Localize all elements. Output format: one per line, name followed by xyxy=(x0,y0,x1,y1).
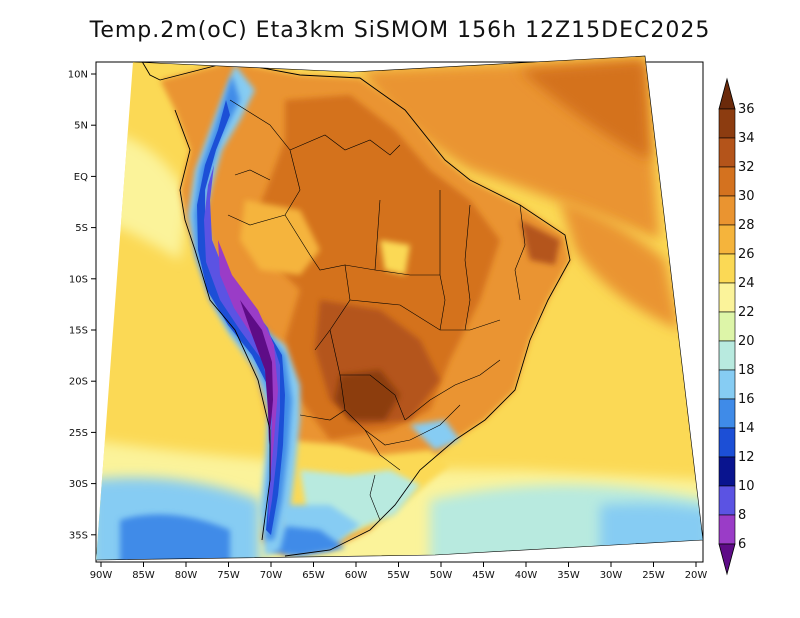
colorbar-segment xyxy=(718,427,736,458)
colorbar-segment xyxy=(718,340,736,371)
colorbar-segment xyxy=(718,514,736,545)
colorbar-segment xyxy=(718,485,736,516)
colorbar-segment xyxy=(718,137,736,168)
latitude-tick-label: 20S xyxy=(69,377,88,388)
longitude-tick-label: 80W xyxy=(175,570,198,581)
latitude-axis: 10N 5N EQ 5S 10S 15S 20S 25S 30S 35S xyxy=(68,70,96,541)
longitude-tick-label: 25W xyxy=(642,570,665,581)
coastlines xyxy=(139,57,571,557)
colorbar-segment xyxy=(718,224,736,255)
colorbar-label: 26 xyxy=(738,247,755,262)
colorbar-label: 18 xyxy=(738,363,755,378)
political-borders xyxy=(227,99,526,521)
colorbar-segment xyxy=(718,311,736,342)
colorbar: 36 34 32 30 28 26 24 22 20 18 16 14 12 10 8 6 xyxy=(718,77,755,576)
colorbar-label: 34 xyxy=(738,131,755,146)
colorbar-label: 16 xyxy=(738,392,755,407)
colorbar-label: 6 xyxy=(738,537,746,552)
colorbar-label: 12 xyxy=(738,450,755,465)
longitude-axis: 90W 85W 80W 75W 70W 65W 60W 55W 50W 45W 40W 35W 30W 2… xyxy=(90,562,708,581)
temperature-field xyxy=(96,56,703,560)
colorbar-label: 24 xyxy=(738,276,755,291)
colorbar-label: 20 xyxy=(738,334,755,349)
colorbar-label: 8 xyxy=(738,508,746,523)
colorbar-label: 30 xyxy=(738,189,755,204)
longitude-tick-label: 75W xyxy=(217,570,240,581)
colorbar-segment xyxy=(718,195,736,226)
latitude-tick-label: 30S xyxy=(69,479,88,490)
longitude-tick-label: 45W xyxy=(472,570,495,581)
colorbar-label: 10 xyxy=(738,479,755,494)
colorbar-label: 22 xyxy=(738,305,755,320)
colorbar-top-arrow-icon xyxy=(718,77,736,110)
latitude-tick-label: EQ xyxy=(74,172,88,183)
longitude-tick-label: 85W xyxy=(132,570,155,581)
colorbar-segment xyxy=(718,398,736,429)
colorbar-label: 14 xyxy=(738,421,755,436)
colorbar-label: 28 xyxy=(738,218,755,233)
colorbar-segment xyxy=(718,253,736,284)
latitude-tick-label: 5S xyxy=(75,223,88,234)
colorbar-segment xyxy=(718,282,736,313)
longitude-tick-label: 40W xyxy=(515,570,538,581)
colorbar-segment xyxy=(718,166,736,197)
latitude-tick-label: 25S xyxy=(69,428,88,439)
colorbar-segment xyxy=(718,108,736,139)
colorbar-segment xyxy=(718,369,736,400)
latitude-tick-label: 10S xyxy=(69,274,88,285)
longitude-tick-label: 70W xyxy=(260,570,283,581)
longitude-tick-label: 65W xyxy=(302,570,325,581)
longitude-tick-label: 35W xyxy=(557,570,580,581)
longitude-tick-label: 55W xyxy=(387,570,410,581)
latitude-tick-label: 15S xyxy=(69,326,88,337)
latitude-tick-label: 5N xyxy=(74,121,88,132)
longitude-tick-label: 60W xyxy=(345,570,368,581)
map-title: Temp.2m(oC) Eta3km SiSMOM 156h 12Z15DEC2… xyxy=(89,18,711,43)
longitude-tick-label: 20W xyxy=(685,570,708,581)
longitude-tick-label: 30W xyxy=(600,570,623,581)
colorbar-label: 32 xyxy=(738,160,755,175)
latitude-tick-label: 10N xyxy=(68,70,88,81)
longitude-tick-label: 90W xyxy=(90,570,113,581)
colorbar-bottom-arrow-icon xyxy=(718,543,736,576)
longitude-tick-label: 50W xyxy=(430,570,453,581)
colorbar-segment xyxy=(718,456,736,487)
latitude-tick-label: 35S xyxy=(69,530,88,541)
colorbar-label: 36 xyxy=(738,102,755,117)
